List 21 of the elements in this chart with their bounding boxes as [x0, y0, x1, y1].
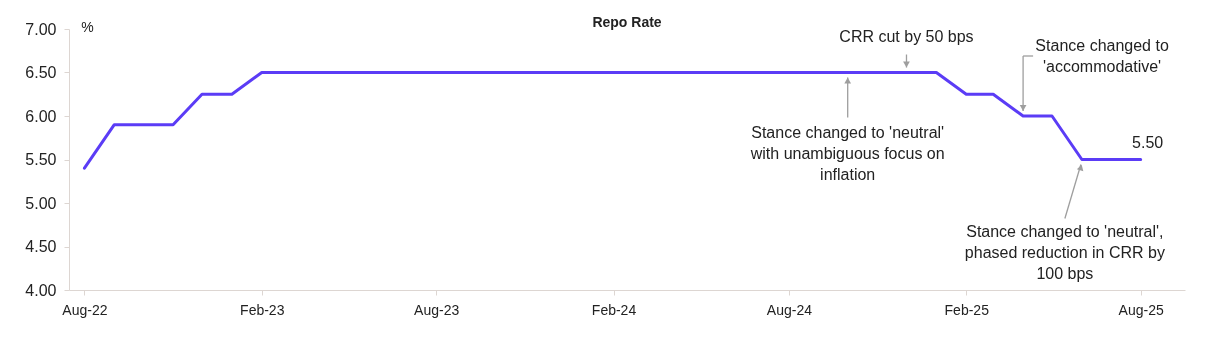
chart-title: Repo Rate: [592, 14, 662, 30]
y-tick-label: 6.50: [25, 64, 57, 81]
annotation: Stance changed to 'neutral' with unambiguous focus on inflation: [749, 123, 945, 183]
x-tick-label: Aug-22: [62, 301, 108, 318]
annotation: Stance changed to 'accommodative': [1035, 37, 1169, 75]
y-tick-label: 4.50: [25, 238, 57, 255]
x-tick-label: Feb-23: [240, 301, 285, 318]
y-tick-label: 4.00: [25, 281, 57, 299]
x-tick-label: Aug-23: [414, 301, 460, 318]
y-tick-label: 7.00: [25, 20, 57, 38]
y-tick-label: 6.00: [25, 107, 57, 125]
data-label: 5.50: [1132, 133, 1164, 151]
x-tick-label: Feb-25: [944, 301, 990, 318]
x-tick-label: Feb-24: [591, 301, 637, 318]
annotation: Stance changed to 'neutral', phased reduction in CRR by 100 bps: [964, 222, 1165, 282]
x-tick-label: Aug-24: [766, 301, 813, 318]
annotation: CRR cut by 50 bps: [839, 27, 974, 45]
y-axis-title: %: [81, 18, 94, 35]
x-tick-label: Aug-25: [1118, 301, 1164, 318]
y-tick-label: 5.00: [25, 194, 57, 212]
y-tick-label: 5.50: [25, 151, 57, 168]
